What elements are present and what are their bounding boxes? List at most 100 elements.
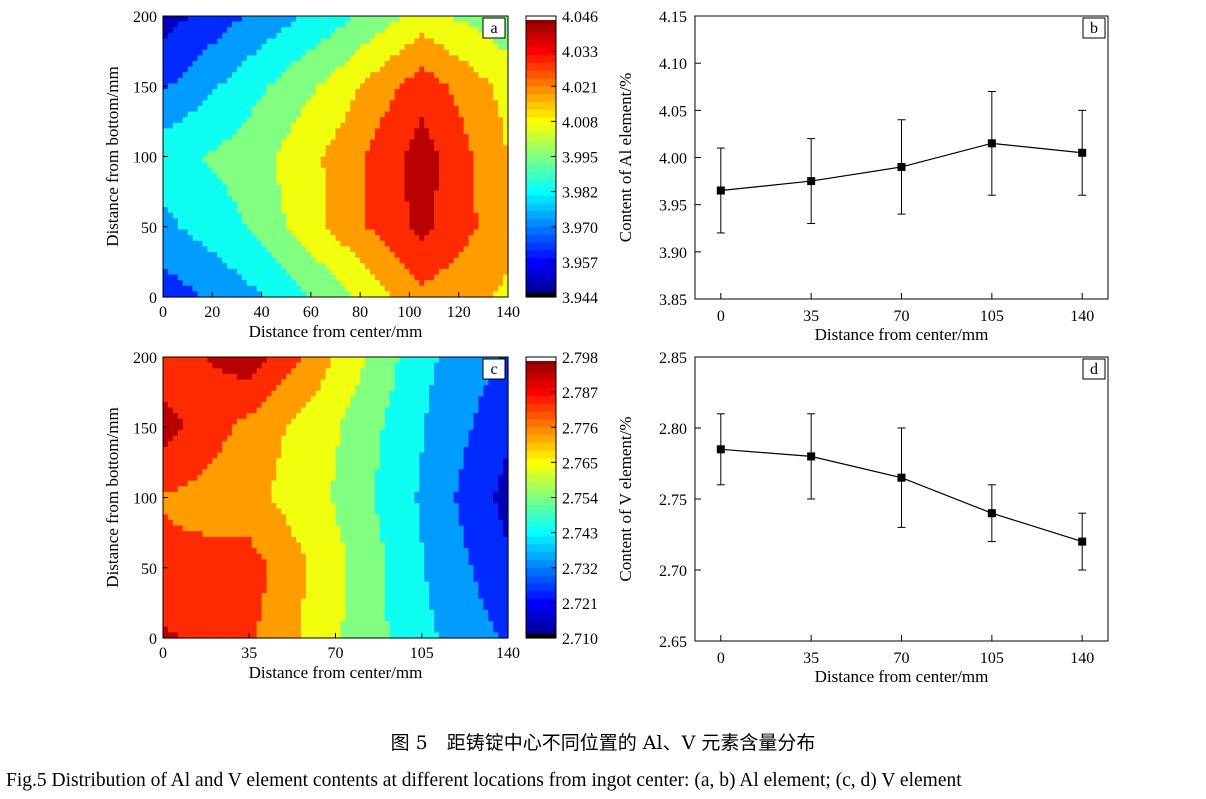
heatmap-cell <box>182 55 189 62</box>
heatmap-cell <box>281 235 287 242</box>
heatmap-cell <box>473 458 480 465</box>
heatmap-cell <box>424 117 430 124</box>
heatmap-cell <box>429 60 435 68</box>
heatmap-cell <box>236 83 243 90</box>
heatmap-cell <box>325 235 332 242</box>
heatmap-cell <box>325 268 332 276</box>
heatmap-cell <box>202 207 208 214</box>
heatmap-cell <box>172 418 179 426</box>
heatmap-cell <box>443 362 450 369</box>
heatmap-cell <box>370 446 376 454</box>
heatmap-cell <box>429 156 435 163</box>
heatmap-cell <box>291 430 297 437</box>
heatmap-cell <box>360 401 366 409</box>
heatmap-cell <box>439 413 445 420</box>
heatmap-cell <box>172 385 179 392</box>
heatmap-cell <box>453 49 460 56</box>
heatmap-cell <box>192 435 199 442</box>
heatmap-cell <box>374 21 381 28</box>
heatmap-cell <box>350 268 356 276</box>
heatmap-cell <box>325 27 332 34</box>
heatmap-cell <box>325 252 332 259</box>
heatmap-cell <box>315 77 322 85</box>
heatmap-cell <box>483 173 489 180</box>
heatmap-cell <box>374 212 381 219</box>
heatmap-cell <box>281 38 287 45</box>
heatmap-cell <box>439 212 445 219</box>
heatmap-cell <box>453 413 460 420</box>
heatmap-cell <box>182 223 189 231</box>
heatmap-cell <box>330 134 337 141</box>
heatmap-cell <box>192 60 199 68</box>
heatmap-cell <box>187 418 194 426</box>
heatmap-cell <box>286 184 292 191</box>
heatmap-cell <box>232 201 238 208</box>
heatmap-cell <box>256 139 263 146</box>
heatmap-cell <box>404 156 411 163</box>
heatmap-cell <box>503 246 509 253</box>
heatmap-cell <box>340 134 346 141</box>
heatmap-cell <box>370 111 376 118</box>
colorbar-segment <box>526 156 556 165</box>
heatmap-cell <box>261 66 268 73</box>
heatmap-cell <box>473 452 480 459</box>
heatmap-cell <box>404 263 411 270</box>
heatmap-cell <box>409 379 415 386</box>
heatmap-cell <box>355 418 361 426</box>
heatmap-cell <box>384 117 391 124</box>
heatmap-cell <box>379 407 386 414</box>
heatmap-cell <box>236 162 243 169</box>
heatmap-cell <box>232 49 238 56</box>
heatmap-cell <box>163 280 169 287</box>
heatmap-cell <box>241 235 248 242</box>
heatmap-cell <box>217 184 223 191</box>
heatmap-cell <box>182 128 189 135</box>
heatmap-cell <box>483 128 489 135</box>
heatmap-cell <box>330 111 337 118</box>
heatmap-cell <box>325 134 332 141</box>
heatmap-cell <box>453 212 460 219</box>
heatmap-cell <box>478 60 484 68</box>
heatmap-cell <box>503 139 509 146</box>
heatmap-cell <box>443 396 450 403</box>
heatmap-cell <box>370 72 376 79</box>
heatmap-cell <box>350 252 356 259</box>
heatmap-cell <box>453 379 460 386</box>
heatmap-cell <box>498 407 504 414</box>
heatmap-cell <box>227 379 233 386</box>
heatmap-cell <box>187 167 194 174</box>
heatmap-cell <box>163 418 169 426</box>
heatmap-cell <box>251 257 258 264</box>
heatmap-cell <box>448 368 455 375</box>
heatmap-cell <box>212 32 218 40</box>
heatmap-cell <box>483 257 489 264</box>
heatmap-cell <box>365 285 371 292</box>
heatmap-cell <box>468 424 475 431</box>
heatmap-cell <box>305 44 312 51</box>
heatmap-cell <box>217 167 223 174</box>
heatmap-cell <box>443 139 450 146</box>
heatmap-cell <box>384 435 391 442</box>
heatmap-cell <box>232 385 238 392</box>
heatmap-cell <box>360 407 366 414</box>
heatmap-cell <box>172 139 179 146</box>
heatmap-cell <box>217 134 223 141</box>
heatmap-cell <box>488 111 494 118</box>
heatmap-cell <box>276 49 282 56</box>
heatmap-cell <box>182 49 189 56</box>
heatmap-cell <box>414 162 420 169</box>
heatmap-cell <box>207 240 213 248</box>
heatmap-cell <box>488 263 494 270</box>
heatmap-cell <box>424 218 430 225</box>
heatmap-cell <box>212 430 218 437</box>
heatmap-cell <box>468 72 475 79</box>
heatmap-cell <box>222 122 228 129</box>
heatmap-cell <box>261 357 268 364</box>
heatmap-cell <box>320 139 327 146</box>
heatmap-cell <box>463 379 470 386</box>
heatmap-cell <box>335 72 342 79</box>
heatmap-cell <box>345 362 351 369</box>
heatmap-cell <box>443 418 450 426</box>
heatmap-cell <box>305 235 312 242</box>
heatmap-cell <box>340 446 346 454</box>
